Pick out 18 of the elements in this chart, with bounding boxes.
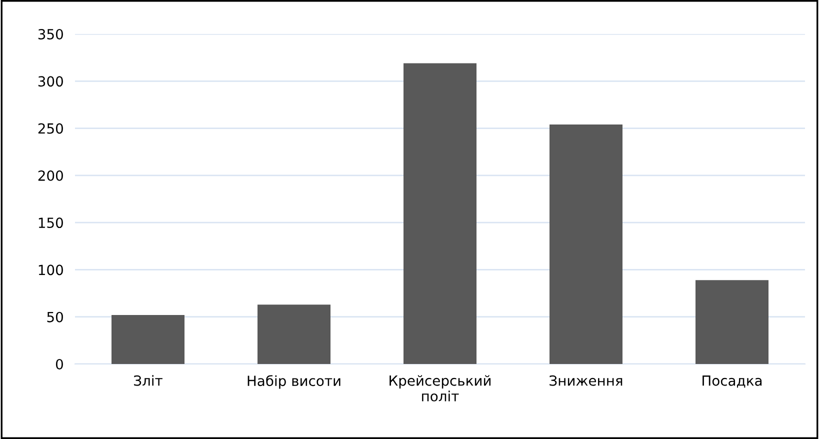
x-tick-label: Крейсерський політ [390, 375, 490, 402]
y-tick-label: 200 [38, 170, 63, 181]
y-tick-label: 300 [38, 76, 63, 87]
bar [112, 314, 184, 364]
bar [696, 280, 768, 364]
bar [404, 63, 476, 364]
x-tick-label: Набір висоти [248, 375, 340, 389]
y-tick-label: 50 [47, 312, 63, 322]
x-tick-label: Зниження [550, 375, 622, 386]
bar [550, 124, 622, 364]
y-tick-label: 100 [38, 264, 63, 276]
x-tick-label: Посадка [702, 376, 762, 388]
x-tick-label: Зліт [134, 375, 162, 386]
y-tick-label: 350 [38, 28, 63, 40]
y-tick-label: 150 [38, 218, 63, 228]
y-tick-label: 250 [38, 123, 63, 134]
bar [258, 304, 330, 364]
y-tick-label: 0 [56, 358, 63, 370]
